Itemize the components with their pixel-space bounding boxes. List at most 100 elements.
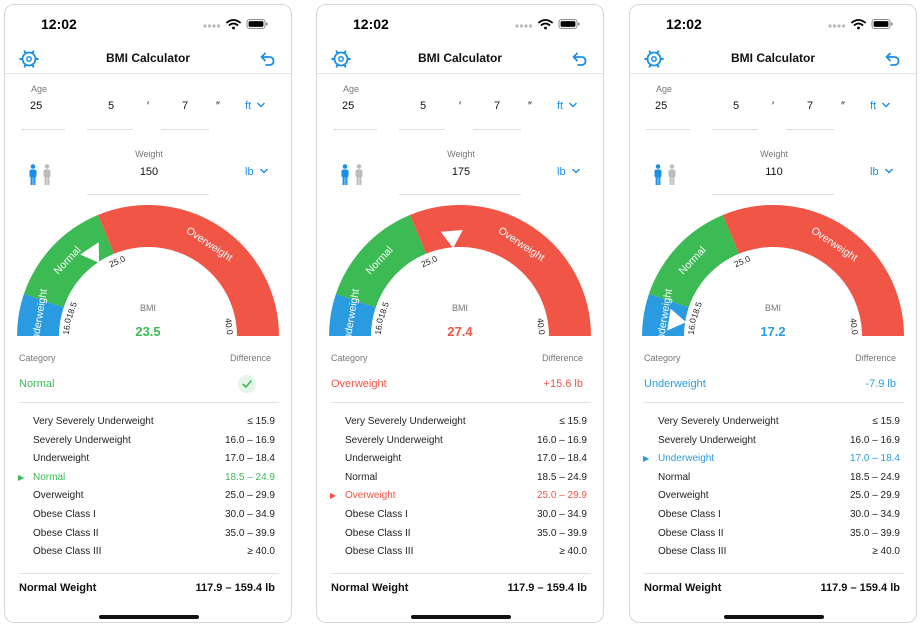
bmi-table-row-label: Obese Class I <box>345 509 408 520</box>
bmi-table-row: Underweight 17.0 – 18.4 <box>317 451 603 467</box>
bmi-table-row-range: 17.0 – 18.4 <box>224 453 275 465</box>
bmi-table-row: Obese Class I 30.0 – 34.9 <box>630 507 916 523</box>
bmi-table-row-label: Overweight <box>345 490 396 502</box>
bmi-label: BMI <box>765 303 781 313</box>
battery-icon <box>871 19 893 29</box>
tick-40-0: 40.0 <box>223 318 235 336</box>
bmi-table-row-label: Overweight <box>33 490 84 502</box>
undo-button[interactable] <box>257 49 277 69</box>
difference-header: Difference <box>542 353 583 363</box>
inches-mark: ″ <box>841 100 845 112</box>
phone-screen-2: 12:02 BMI Calculator Age 25 5 ′ 7 ″ ft Weight 175 l… <box>316 4 604 623</box>
weight-unit-label: lb <box>245 166 254 178</box>
height-inches-field[interactable]: 7 <box>806 100 814 112</box>
age-underline <box>21 129 65 130</box>
bmi-table-row-range: ≤ 15.9 <box>559 416 587 427</box>
bmi-table-row-range: 17.0 – 18.4 <box>536 453 587 465</box>
tick-25-0: 25.0 <box>420 254 439 270</box>
feet-mark: ′ <box>146 100 150 112</box>
male-female-icon <box>29 164 51 185</box>
undo-button[interactable] <box>569 49 589 69</box>
bmi-table-row: Obese Class III ≥ 40.0 <box>5 544 291 560</box>
gender-toggle[interactable] <box>339 164 367 191</box>
gauge-segment-overweight <box>722 205 904 336</box>
height-inches-field[interactable]: 7 <box>493 100 501 112</box>
nav-bar: BMI Calculator <box>5 43 291 74</box>
bmi-table-row-label: Normal <box>33 471 66 483</box>
height-inches-field[interactable]: 7 <box>181 100 189 112</box>
home-indicator <box>99 615 199 619</box>
height-unit-label: ft <box>870 100 877 112</box>
bmi-table-row-label: Very Severely Underweight <box>345 416 466 427</box>
undo-button[interactable] <box>882 49 902 69</box>
bmi-table-row: Very Severely Underweight ≤ 15.9 <box>317 414 603 430</box>
settings-gear-icon <box>331 50 351 68</box>
bmi-table-row-range: 25.0 – 29.9 <box>849 490 900 502</box>
weight-unit-select[interactable]: lb <box>870 166 894 178</box>
category-header: Category <box>331 353 368 363</box>
gender-toggle[interactable] <box>27 164 55 191</box>
bmi-table-row-range: 35.0 – 39.9 <box>849 527 900 539</box>
bmi-table-row-range: 18.5 – 24.9 <box>536 471 587 483</box>
undo-arrow-icon <box>260 52 275 66</box>
normal-weight-value: 117.9 – 159.4 lb <box>195 582 275 594</box>
bmi-value: 27.4 <box>447 324 473 339</box>
bmi-table-row-range: 17.0 – 18.4 <box>849 453 900 465</box>
inches-underline <box>786 129 834 130</box>
status-bar: 12:02 <box>630 5 916 41</box>
nav-title: BMI Calculator <box>730 51 815 65</box>
bmi-table-row: Overweight 25.0 – 29.9 <box>5 488 291 504</box>
feet-underline <box>712 129 758 130</box>
settings-button[interactable] <box>644 49 664 69</box>
gender-toggle[interactable] <box>652 164 680 191</box>
bmi-table-row-range: ≤ 15.9 <box>247 416 275 427</box>
bmi-table-row-label: Overweight <box>658 490 709 502</box>
feet-mark: ′ <box>771 100 775 112</box>
bmi-table-row-label: Normal <box>345 471 378 483</box>
active-row-marker-icon: ▶ <box>643 454 650 464</box>
tick-18-5: 18.5 <box>689 300 704 319</box>
settings-button[interactable] <box>331 49 351 69</box>
height-unit-select[interactable]: ft <box>870 100 891 112</box>
height-feet-field[interactable]: 5 <box>732 100 740 112</box>
table-divider <box>644 573 904 574</box>
category-divider <box>331 402 591 403</box>
bmi-table-row-range: 18.5 – 24.9 <box>224 471 275 483</box>
difference-header: Difference <box>855 353 896 363</box>
feet-mark: ′ <box>458 100 462 112</box>
weight-unit-select[interactable]: lb <box>245 166 269 178</box>
nav-bar: BMI Calculator <box>317 43 603 74</box>
bmi-table-row-range: 30.0 – 34.9 <box>536 509 587 520</box>
weight-field[interactable]: 150 <box>139 166 159 178</box>
age-field[interactable]: 25 <box>30 100 43 112</box>
age-label: Age <box>343 84 360 94</box>
bmi-table-row-label: Underweight <box>345 453 402 465</box>
bmi-table-row: Normal 18.5 – 24.9 <box>317 470 603 486</box>
settings-button[interactable] <box>19 49 39 69</box>
difference-value: -7.9 lb <box>865 378 896 390</box>
chevron-down-icon <box>882 102 891 108</box>
nav-bar: BMI Calculator <box>630 43 916 74</box>
weight-field[interactable]: 175 <box>451 166 471 178</box>
height-unit-label: ft <box>557 100 564 112</box>
gauge-segment-underweight <box>17 293 64 336</box>
bmi-table-row-range: 35.0 – 39.9 <box>224 527 275 539</box>
height-unit-select[interactable]: ft <box>245 100 266 112</box>
bmi-label: BMI <box>140 303 156 313</box>
age-field[interactable]: 25 <box>342 100 355 112</box>
settings-gear-icon <box>644 50 664 68</box>
height-feet-field[interactable]: 5 <box>419 100 427 112</box>
age-field[interactable]: 25 <box>655 100 668 112</box>
feet-underline <box>399 129 445 130</box>
weight-label: Weight <box>447 149 475 159</box>
bmi-table-row: ▶ Normal 18.5 – 24.9 <box>5 470 291 486</box>
tick-25-0: 25.0 <box>733 254 752 270</box>
gauge-segment-overweight <box>97 205 279 336</box>
chevron-down-icon <box>259 168 268 174</box>
height-unit-select[interactable]: ft <box>557 100 578 112</box>
wifi-icon <box>851 19 866 30</box>
height-feet-field[interactable]: 5 <box>107 100 115 112</box>
weight-field[interactable]: 110 <box>765 166 783 178</box>
weight-unit-select[interactable]: lb <box>557 166 581 178</box>
